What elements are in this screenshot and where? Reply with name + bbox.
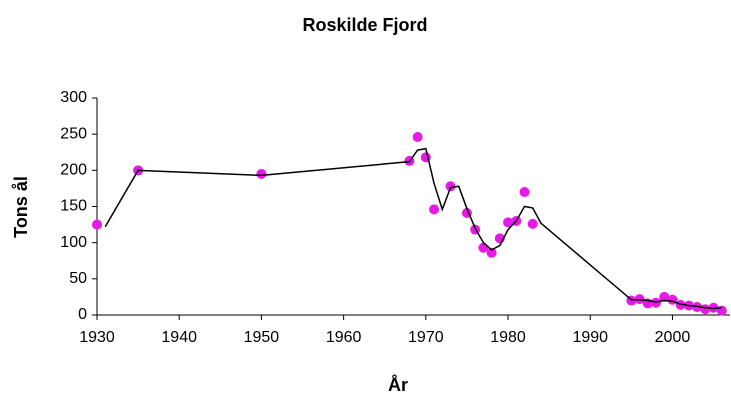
x-tick-label: 1940 (161, 329, 197, 346)
data-point (486, 247, 497, 258)
x-tick-label: 1990 (572, 329, 608, 346)
data-point (716, 305, 727, 316)
x-tick-label: 1970 (408, 329, 444, 346)
y-tick-label: 250 (60, 125, 87, 142)
data-point (503, 217, 514, 228)
data-point (412, 132, 423, 143)
x-tick-label: 2000 (655, 329, 691, 346)
y-tick-label: 200 (60, 162, 87, 179)
data-point (519, 187, 530, 198)
y-axis-label: Tons ål (11, 176, 31, 238)
trend-line (104, 147, 722, 310)
y-tick-label: 0 (78, 306, 87, 323)
y-tick-label: 100 (60, 234, 87, 251)
x-tick-label: 1980 (490, 329, 526, 346)
y-tick-label: 300 (60, 89, 87, 106)
x-tick-label: 1930 (79, 329, 115, 346)
data-point (659, 291, 670, 302)
data-point (445, 181, 456, 192)
chart-title: Roskilde Fjord (302, 15, 427, 35)
data-point (256, 168, 267, 179)
data-point (429, 204, 440, 215)
x-tick-label: 1950 (244, 329, 280, 346)
y-tick-label: 150 (60, 198, 87, 215)
x-axis-label: År (388, 375, 408, 395)
x-tick-label: 1960 (326, 329, 362, 346)
data-point (527, 218, 538, 229)
data-point (92, 219, 102, 230)
y-tick-label: 50 (69, 270, 87, 287)
